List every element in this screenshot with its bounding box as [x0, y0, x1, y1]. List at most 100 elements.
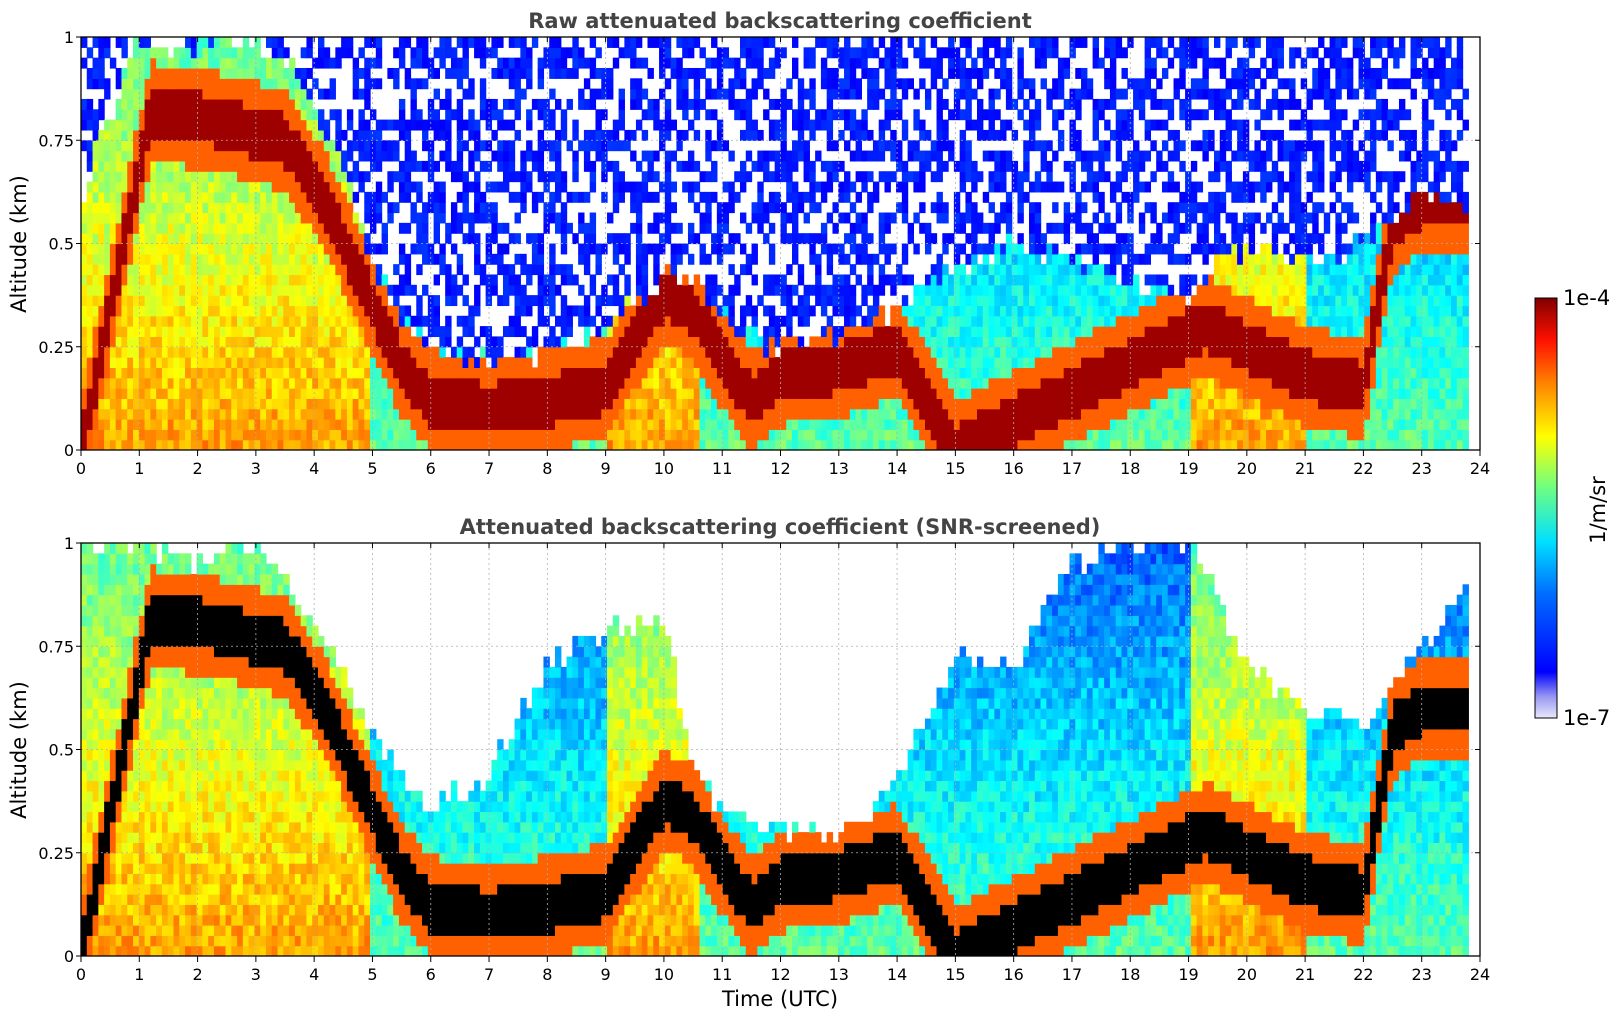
- heatmap-cell: [676, 305, 683, 317]
- heatmap-cell: [976, 243, 984, 255]
- heatmap-cell: [260, 243, 267, 255]
- heatmap-cell: [341, 129, 348, 141]
- heatmap-cell: [300, 346, 308, 358]
- heatmap-cell: [502, 160, 510, 172]
- heatmap-cell: [219, 37, 227, 48]
- heatmap-cell: [583, 346, 591, 358]
- heatmap-cell: [318, 233, 325, 245]
- heatmap-cell: [531, 160, 539, 172]
- heatmap-cell: [919, 202, 926, 214]
- heatmap-cell: [323, 388, 331, 399]
- heatmap-cell: [820, 57, 828, 69]
- heatmap-cell: [566, 47, 573, 59]
- heatmap-cell: [497, 264, 504, 276]
- heatmap-cell: [98, 202, 105, 214]
- heatmap-cell: [312, 367, 319, 379]
- heatmap-cell: [867, 419, 874, 430]
- heatmap-cell: [318, 181, 325, 193]
- heatmap-cell: [381, 357, 388, 368]
- heatmap-cell: [208, 388, 215, 399]
- heatmap-cell: [306, 212, 313, 224]
- heatmap-cell: [196, 67, 203, 79]
- heatmap-cell: [144, 160, 151, 172]
- heatmap-cell: [312, 140, 319, 152]
- heatmap-cell: [924, 388, 932, 399]
- heatmap-cell: [907, 315, 915, 327]
- heatmap-cell: [878, 140, 886, 152]
- heatmap-cell: [976, 315, 984, 327]
- heatmap-cell: [179, 191, 186, 203]
- heatmap-cell: [774, 202, 782, 214]
- heatmap-cell: [982, 191, 990, 203]
- heatmap-cell: [896, 140, 903, 152]
- heatmap-cell: [81, 398, 88, 410]
- heatmap-cell: [607, 357, 614, 368]
- heatmap-cell: [971, 284, 978, 296]
- heatmap-cell: [942, 357, 949, 368]
- heatmap-cell: [942, 129, 949, 141]
- heatmap-cell: [173, 305, 180, 317]
- heatmap-cell: [809, 357, 816, 368]
- heatmap-cell: [92, 326, 99, 338]
- heatmap-cell: [560, 408, 568, 420]
- heatmap-cell: [156, 119, 163, 131]
- heatmap-cell: [491, 202, 498, 214]
- heatmap-cell: [196, 47, 203, 59]
- heatmap-cell: [352, 315, 360, 327]
- heatmap-cell: [919, 78, 926, 90]
- heatmap-cell: [242, 212, 250, 224]
- heatmap-cell: [260, 398, 267, 410]
- heatmap-cell: [445, 326, 452, 338]
- heatmap-cell: [682, 160, 689, 172]
- heatmap-cell: [803, 47, 810, 59]
- heatmap-cell: [745, 253, 753, 265]
- heatmap-cell: [364, 264, 371, 276]
- heatmap-cell: [936, 253, 943, 265]
- heatmap-cell: [306, 129, 313, 141]
- heatmap-cell: [583, 243, 591, 255]
- heatmap-cell: [728, 243, 735, 255]
- heatmap-cell: [156, 295, 163, 307]
- heatmap-cell: [572, 160, 579, 172]
- heatmap-cell: [86, 109, 94, 121]
- heatmap-cell: [896, 57, 903, 69]
- heatmap-cell: [618, 264, 625, 276]
- heatmap-cell: [601, 357, 608, 368]
- heatmap-cell: [537, 150, 545, 162]
- heatmap-cell: [144, 398, 151, 410]
- heatmap-cell: [329, 295, 336, 307]
- heatmap-cell: [739, 367, 747, 379]
- heatmap-cell: [618, 243, 625, 255]
- heatmap-cell: [312, 191, 319, 203]
- heatmap-cell: [265, 243, 273, 255]
- heatmap-cell: [526, 398, 533, 410]
- heatmap-cell: [219, 253, 227, 265]
- heatmap-cell: [289, 264, 296, 276]
- heatmap-cell: [485, 284, 493, 296]
- heatmap-cell: [653, 315, 660, 327]
- heatmap-cell: [572, 305, 579, 317]
- heatmap-cell: [520, 171, 527, 183]
- heatmap-cell: [913, 398, 920, 410]
- heatmap-cell: [300, 140, 308, 152]
- heatmap-cell: [190, 222, 198, 234]
- heatmap-cell: [647, 315, 654, 327]
- heatmap-cell: [566, 326, 573, 338]
- heatmap-cell: [630, 357, 637, 368]
- heatmap-cell: [138, 408, 146, 420]
- heatmap-cell: [300, 326, 308, 338]
- heatmap-cell: [416, 233, 423, 245]
- heatmap-cell: [398, 57, 406, 69]
- heatmap-cell: [127, 429, 134, 441]
- heatmap-cell: [965, 67, 972, 79]
- heatmap-cell: [213, 129, 221, 141]
- heatmap-cell: [878, 398, 886, 410]
- heatmap-cell: [815, 346, 822, 358]
- heatmap-cell: [167, 305, 175, 317]
- heatmap-cell: [612, 119, 620, 131]
- heatmap-cell: [549, 357, 556, 368]
- heatmap-cell: [913, 346, 920, 358]
- heatmap-cell: [1000, 253, 1007, 265]
- heatmap-cell: [462, 429, 469, 441]
- heatmap-cell: [167, 233, 175, 245]
